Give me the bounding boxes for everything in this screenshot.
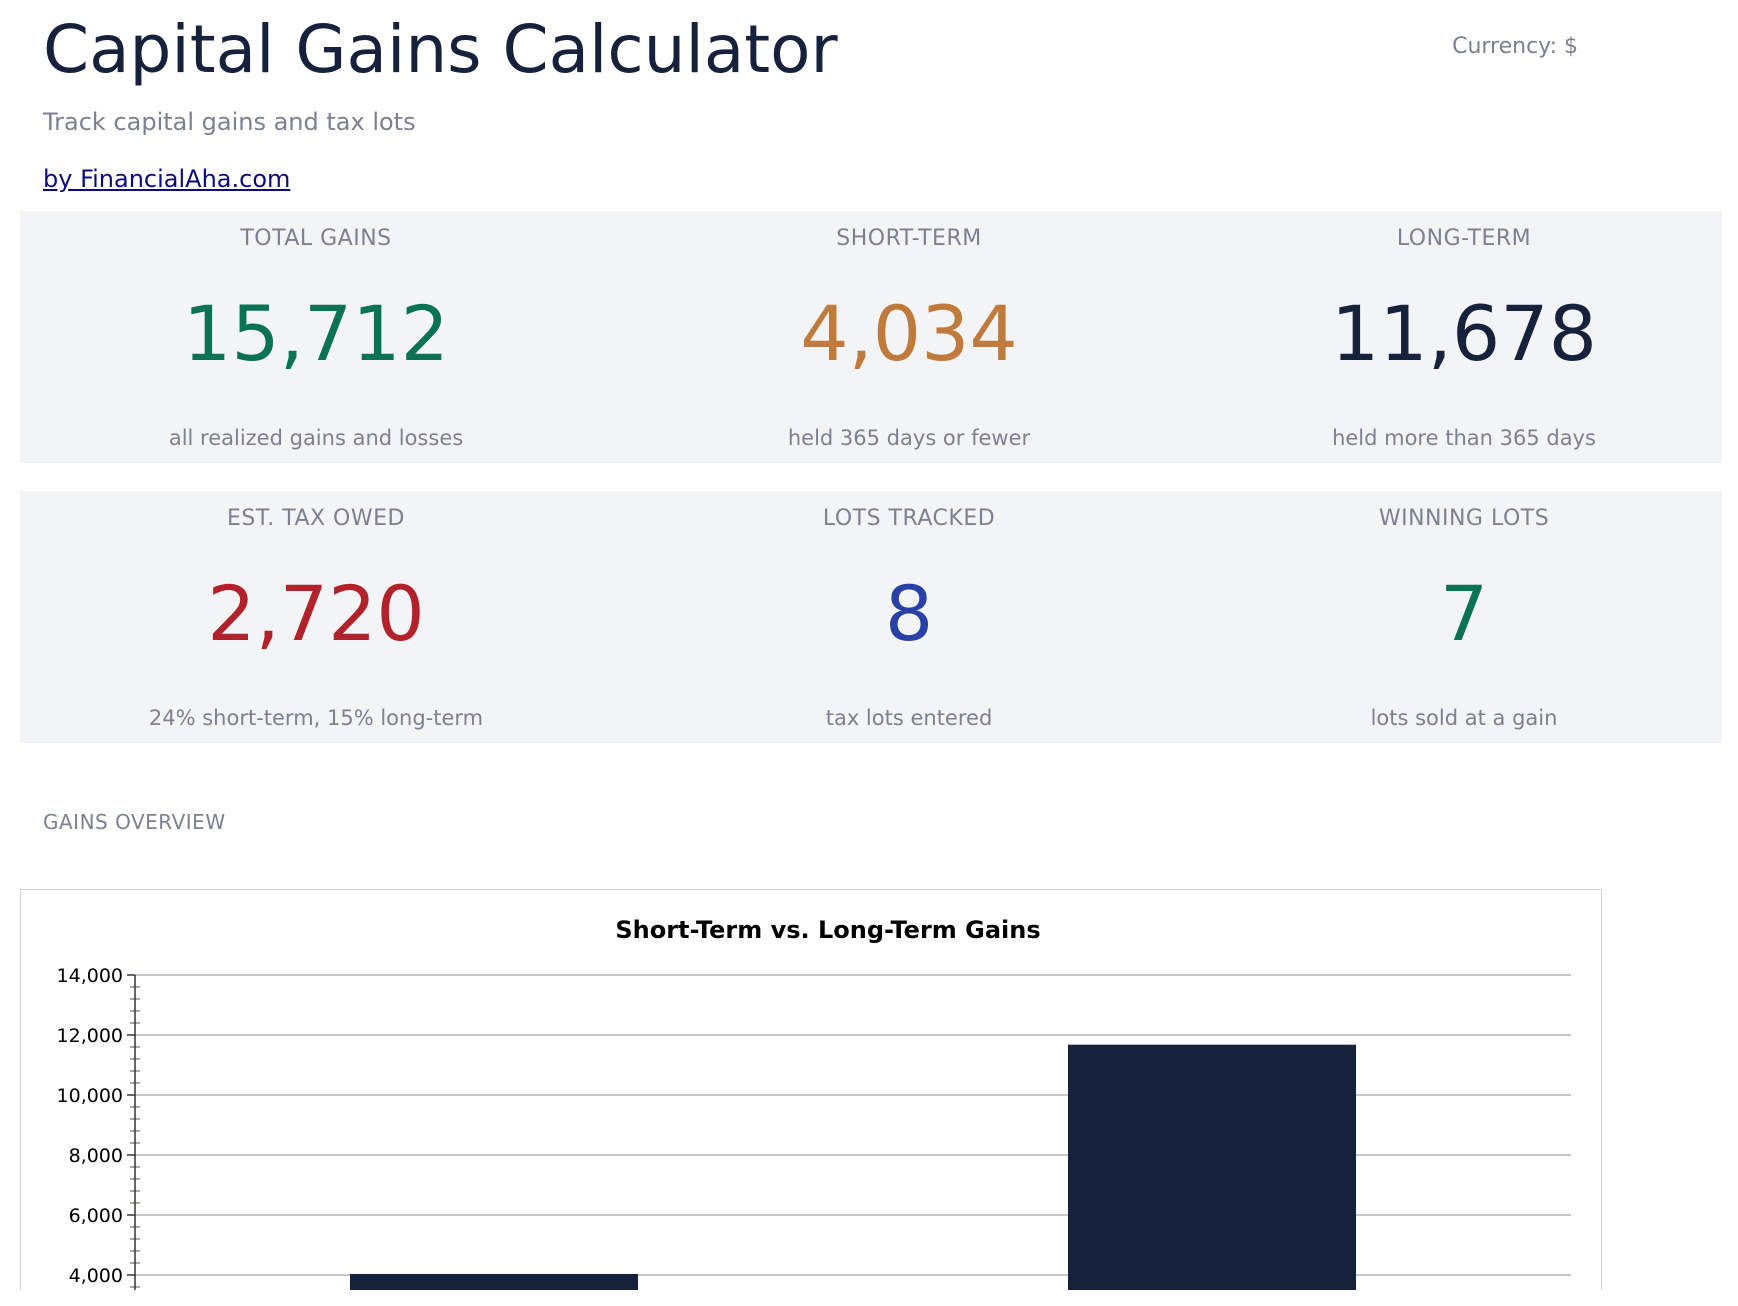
chart-y-tick-label: 8,000: [69, 1145, 123, 1167]
chart-y-tick-label: 12,000: [57, 1025, 123, 1047]
stat-note: held more than 365 days: [1332, 426, 1596, 450]
byline-link[interactable]: by FinancialAha.com: [43, 165, 291, 193]
stat-label: TOTAL GAINS: [240, 226, 392, 251]
stat-value: 7: [1439, 569, 1489, 658]
chart-y-tick-label: 10,000: [57, 1085, 123, 1107]
stat-value: 4,034: [800, 289, 1018, 378]
stat-note: held 365 days or fewer: [787, 426, 1031, 450]
chart-y-tick-label: 4,000: [69, 1265, 123, 1287]
stat-note: tax lots entered: [825, 706, 993, 730]
stat-label: EST. TAX OWED: [227, 506, 405, 531]
gains-chart: Short-Term vs. Long-Term Gains 4,000 6,000…: [20, 889, 1602, 1290]
gains-chart-svg: Short-Term vs. Long-Term Gains 4,000 6,000…: [57, 916, 1571, 1290]
stat-label: LONG-TERM: [1396, 226, 1532, 251]
chart-title: Short-Term vs. Long-Term Gains: [615, 916, 1040, 944]
chart-y-tick-label: 6,000: [69, 1205, 123, 1227]
chart-bar-long-term: [1068, 1044, 1356, 1290]
page-title: Capital Gains Calculator: [43, 11, 838, 88]
stat-value: 8: [884, 569, 934, 658]
stat-note: 24% short-term, 15% long-term: [148, 706, 484, 730]
stat-label: SHORT-TERM: [836, 226, 982, 251]
stat-note: all realized gains and losses: [168, 426, 464, 450]
stat-value: 15,712: [183, 289, 449, 378]
stat-note: lots sold at a gain: [1370, 706, 1558, 730]
stat-label: LOTS TRACKED: [822, 506, 996, 531]
chart-y-tick-label: 14,000: [57, 965, 123, 987]
stats-row-top: TOTAL GAINS 15,712 all realized gains an…: [20, 211, 1722, 463]
stats-row-bottom: EST. TAX OWED 2,720 24% short-term, 15% …: [20, 491, 1722, 743]
section-heading-gains-overview: GAINS OVERVIEW: [43, 810, 226, 834]
currency-indicator: Currency: $: [1452, 34, 1578, 59]
chart-bar-short-term: [350, 1273, 638, 1290]
stat-value: 2,720: [207, 569, 425, 658]
page-subtitle: Track capital gains and tax lots: [43, 108, 416, 136]
stat-value: 11,678: [1331, 289, 1597, 378]
stat-label: WINNING LOTS: [1378, 506, 1550, 531]
